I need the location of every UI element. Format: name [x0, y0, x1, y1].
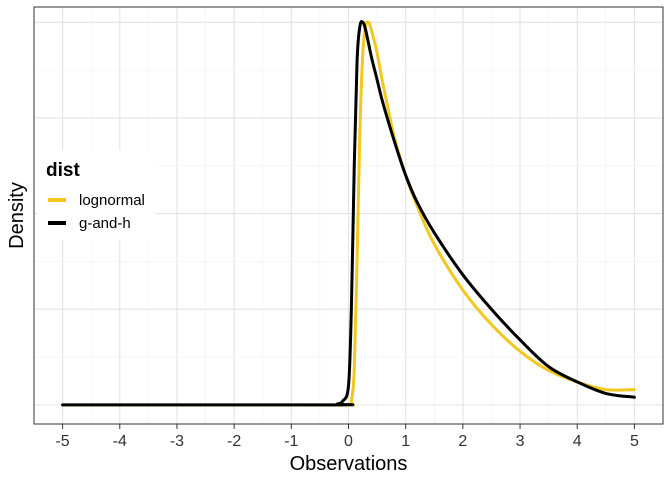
- x-tick-label: 2: [458, 433, 467, 450]
- x-tick-label: -5: [55, 433, 69, 450]
- legend-label-g-and-h: g-and-h: [79, 215, 131, 232]
- x-tick-label: -4: [113, 433, 127, 450]
- x-tick-label: 0: [344, 433, 353, 450]
- x-tick-label: -3: [170, 433, 184, 450]
- x-tick-label: 3: [516, 433, 525, 450]
- x-tick-label: 1: [401, 433, 410, 450]
- x-tick-label: 5: [630, 433, 639, 450]
- x-tick-label: -2: [227, 433, 241, 450]
- x-tick-label: 4: [573, 433, 582, 450]
- series-line-g-and-h: [61, 20, 636, 407]
- legend-label-lognormal: lognormal: [79, 192, 145, 209]
- series-lines: [61, 20, 636, 407]
- legend-title: dist: [46, 160, 80, 181]
- series-line-lognormal: [61, 20, 636, 407]
- y-axis-title: Density: [6, 182, 28, 249]
- x-tick-label: -1: [284, 433, 298, 450]
- x-axis-title: Observations: [290, 453, 408, 475]
- x-axis: -5 -4 -3 -2 -1 0 1 2 3 4 5: [55, 424, 639, 450]
- legend: dist lognormal g-and-h: [38, 150, 156, 240]
